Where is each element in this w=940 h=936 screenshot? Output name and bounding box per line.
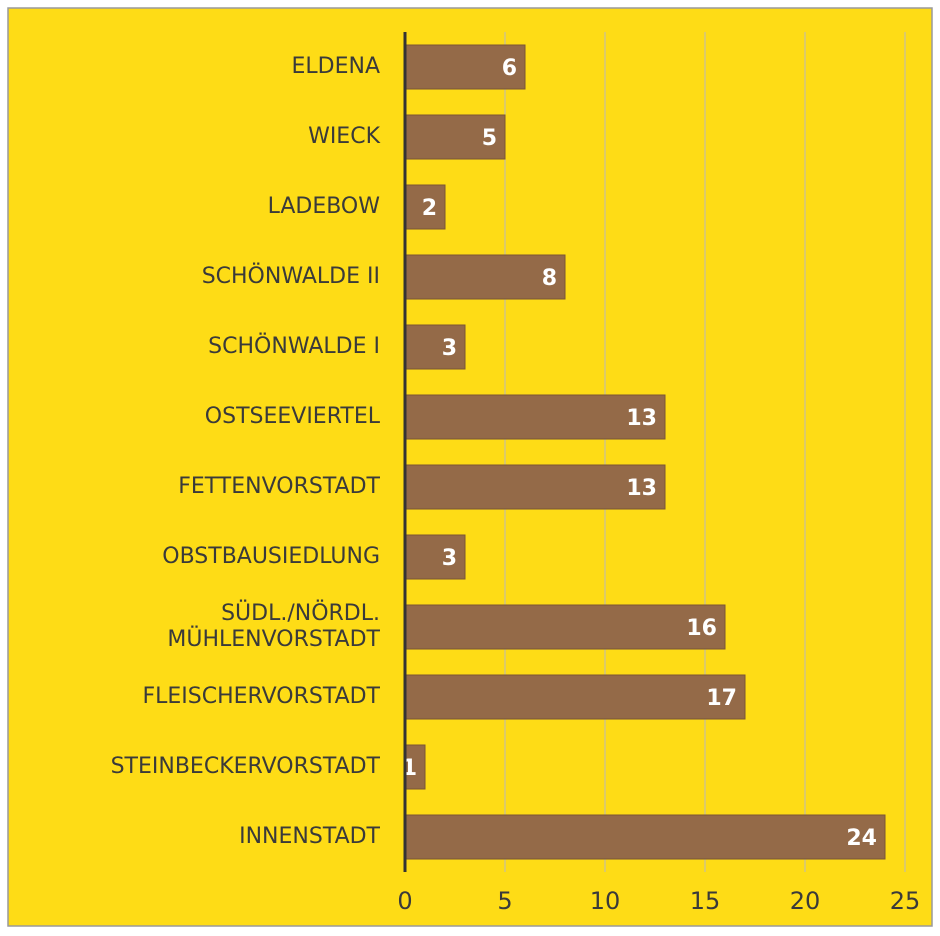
- bar: [404, 604, 726, 650]
- bar: [404, 814, 886, 860]
- data-label: 2: [422, 196, 437, 221]
- data-label: 13: [626, 406, 657, 431]
- y-tick-label: INNENSTADT: [239, 824, 380, 849]
- bar: [404, 44, 526, 90]
- data-label: 6: [502, 56, 517, 81]
- y-tick-label: LADEBOW: [267, 194, 380, 219]
- data-label: 3: [442, 336, 457, 361]
- bar: [404, 324, 466, 370]
- data-label: 13: [626, 476, 657, 501]
- x-tick-label: 25: [890, 887, 921, 915]
- data-label: 5: [482, 126, 497, 151]
- bar: [404, 394, 666, 440]
- y-tick-label: SCHÖNWALDE II: [201, 264, 380, 289]
- x-tick-label: 0: [397, 887, 412, 915]
- data-label: 17: [706, 686, 737, 711]
- data-label: 3: [442, 546, 457, 571]
- y-tick-label: ELDENA: [291, 54, 380, 79]
- x-tick-label: 5: [497, 887, 512, 915]
- y-tick-label: SÜDL./NÖRDL. MÜHLENVORSTADT: [167, 601, 380, 652]
- bar: [404, 254, 566, 300]
- y-tick-label: STEINBECKERVORSTADT: [110, 754, 380, 779]
- bar: [404, 114, 506, 160]
- data-label: 8: [542, 266, 557, 291]
- y-tick-label: FLEISCHERVORSTADT: [142, 684, 380, 709]
- data-label: 16: [686, 616, 717, 641]
- bar: [404, 464, 666, 510]
- bar: [404, 184, 446, 230]
- x-tick-label: 10: [590, 887, 621, 915]
- y-tick-label: OBSTBAUSIEDLUNG: [162, 544, 380, 569]
- bar: [404, 674, 746, 720]
- y-tick-label: OSTSEEVIERTEL: [204, 404, 380, 429]
- y-tick-label: FETTENVORSTADT: [178, 474, 380, 499]
- x-tick-label: 20: [790, 887, 821, 915]
- y-tick-label: WIECK: [308, 124, 380, 149]
- y-tick-label: SCHÖNWALDE I: [208, 334, 380, 359]
- data-label: 24: [846, 826, 877, 851]
- x-tick-label: 15: [690, 887, 721, 915]
